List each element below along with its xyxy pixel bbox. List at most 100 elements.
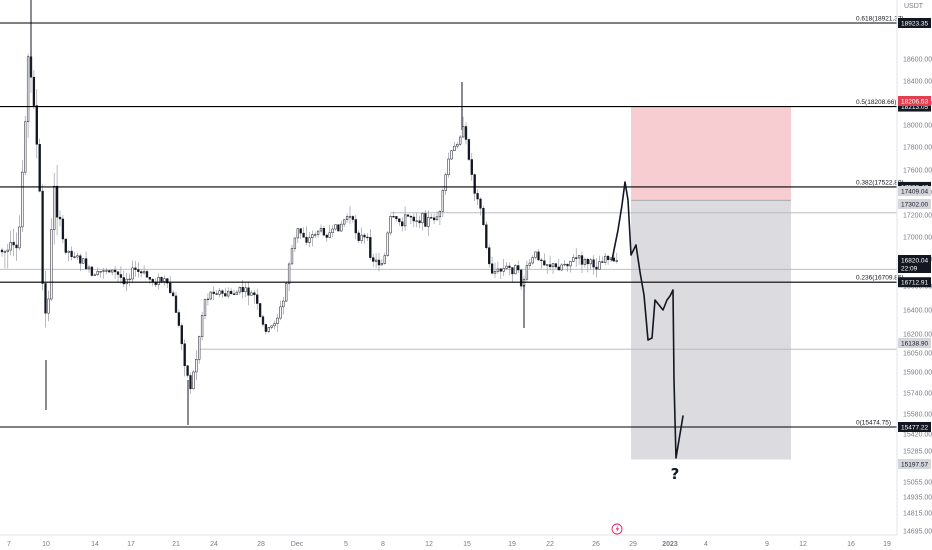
candle	[514, 264, 517, 275]
price-tick-label: 17200.00	[903, 213, 932, 220]
candle	[26, 53, 30, 138]
candle	[409, 214, 413, 225]
candle	[186, 364, 189, 378]
candle	[157, 273, 160, 290]
candle	[511, 267, 514, 283]
candle	[253, 290, 256, 304]
fib-label: 0.5(18208.66)	[856, 99, 896, 106]
price-badge-label: 17409.04	[901, 189, 928, 196]
candle	[119, 265, 123, 284]
candle	[166, 278, 169, 289]
price-badge	[898, 277, 931, 288]
candle	[314, 231, 317, 238]
projection-label: ?	[671, 465, 680, 483]
price-badge	[898, 101, 931, 112]
candle	[366, 233, 369, 242]
candle	[508, 262, 511, 276]
candle	[615, 253, 618, 264]
candle	[519, 268, 523, 290]
candle	[386, 231, 389, 257]
date-tick-label: 2023	[662, 541, 678, 548]
candle	[238, 286, 241, 295]
candle	[73, 252, 76, 259]
candle	[177, 309, 181, 328]
candle	[577, 254, 581, 265]
candle	[444, 172, 447, 196]
price-tick-label: 17800.00	[903, 145, 932, 152]
candle	[221, 289, 224, 298]
time-axis[interactable]: 7 10 14 17 21 24 28 Dec 5 8 12 15 19 22 26 29 2023 4 9 12 16…	[7, 541, 891, 548]
fibonacci-levels[interactable]: 0.618(18921.37) 0.5(18208.66) 0.382(17522.…	[0, 16, 904, 428]
candle	[279, 300, 282, 321]
candle	[604, 253, 607, 265]
candle	[488, 244, 491, 268]
date-tick-label: 4	[704, 541, 708, 548]
short-position-tool[interactable]	[631, 106, 791, 460]
candle	[470, 152, 473, 181]
price-badge	[898, 96, 931, 106]
candle	[595, 258, 598, 278]
price-tick-label: 15285.00	[903, 449, 932, 456]
candle	[308, 231, 311, 247]
candle	[412, 213, 415, 228]
fib-label: 0.382(17522.80)	[856, 179, 904, 186]
candle	[450, 149, 453, 161]
candle	[93, 273, 96, 276]
candle	[192, 369, 195, 390]
price-badge	[898, 338, 931, 348]
price-tick-label: 18000.00	[903, 123, 932, 130]
candle	[87, 264, 91, 273]
price-badge-label: 18213.05	[901, 104, 928, 111]
candle	[105, 267, 108, 275]
candle	[592, 255, 595, 275]
candle	[499, 267, 502, 279]
date-tick-label: 7	[7, 541, 11, 548]
candle	[421, 212, 424, 231]
candle	[64, 238, 67, 255]
candle	[212, 286, 215, 301]
projection-path[interactable]	[611, 181, 684, 459]
price-badge-label: 16138.90	[901, 341, 928, 348]
currency-label: USDT	[904, 3, 924, 10]
price-badge	[898, 199, 931, 209]
date-tick-label: 21	[172, 541, 180, 548]
candle	[215, 290, 218, 296]
risk-zone	[631, 106, 791, 201]
price-tick-label: 16200.00	[903, 332, 932, 339]
candle	[21, 159, 24, 233]
date-tick-label: 19	[883, 541, 891, 548]
candle	[395, 215, 398, 222]
candle	[485, 221, 488, 250]
candle	[548, 255, 552, 271]
candle	[227, 287, 230, 299]
price-tick-label: 18400.00	[903, 79, 932, 86]
price-tick-label: 15740.00	[903, 391, 932, 398]
candle	[79, 253, 82, 272]
date-tick-label: 9	[765, 541, 769, 548]
candle	[334, 224, 337, 231]
candle	[348, 206, 352, 225]
candle	[142, 265, 146, 275]
candle	[560, 263, 563, 272]
date-tick-label: 19	[508, 541, 516, 548]
candle	[305, 226, 308, 246]
candle	[140, 269, 143, 278]
date-tick-label: 17	[127, 541, 135, 548]
candle	[235, 290, 239, 295]
date-tick-label: 14	[91, 541, 99, 548]
candle	[418, 215, 421, 228]
candle	[18, 215, 21, 251]
candle	[424, 210, 427, 228]
candle	[580, 251, 584, 274]
candle	[464, 122, 468, 145]
lightning-icon[interactable]	[611, 523, 623, 535]
candle	[12, 229, 15, 257]
candle	[392, 211, 395, 218]
candle	[276, 314, 279, 333]
candle	[218, 288, 221, 298]
candle	[311, 230, 314, 247]
candle	[441, 188, 444, 218]
price-tick-label: 15055.00	[903, 480, 932, 487]
